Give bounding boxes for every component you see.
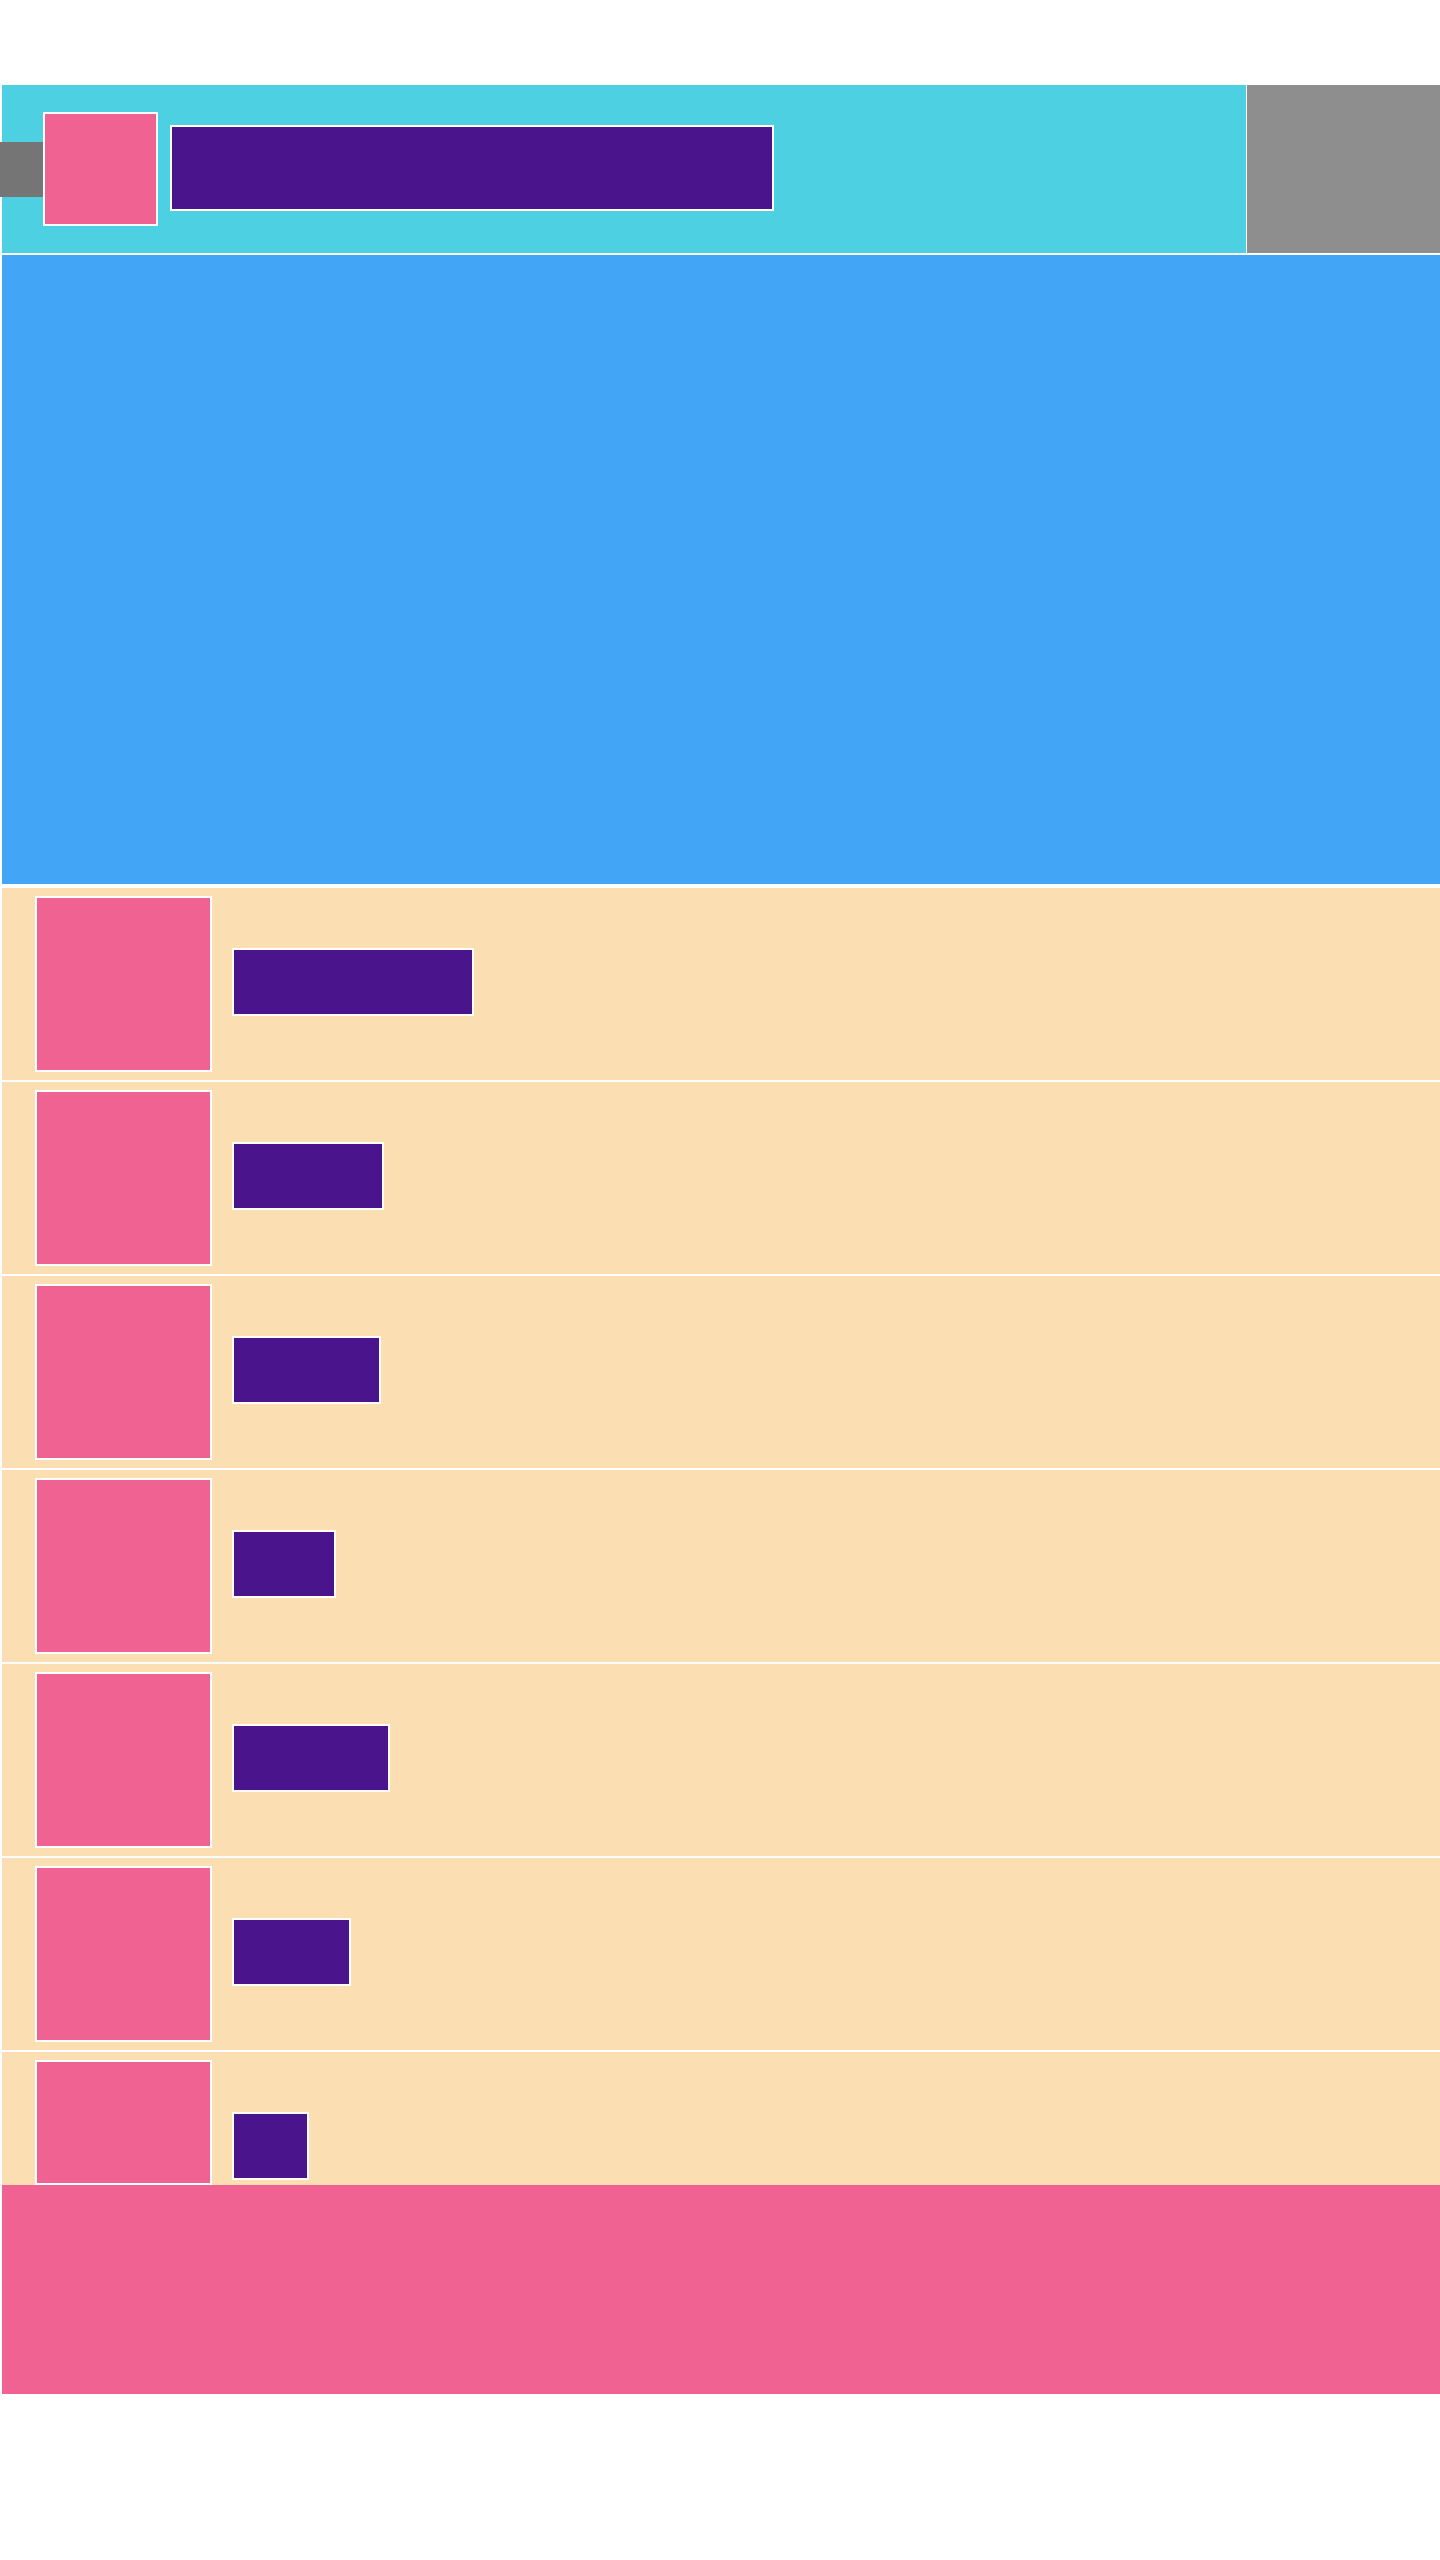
list-item[interactable] — [2, 2052, 1440, 2185]
list-item[interactable] — [2, 1664, 1440, 1856]
list-item-thumbnail — [35, 896, 212, 1072]
list-item-thumbnail — [35, 1866, 212, 2042]
bottom-bar — [2, 2185, 1440, 2394]
list-item-thumbnail — [35, 1672, 212, 1848]
hero-banner — [2, 255, 1440, 884]
list-item-label — [232, 1142, 384, 1210]
app-title — [170, 125, 774, 211]
back-button[interactable] — [0, 142, 43, 197]
list-item[interactable] — [2, 1276, 1440, 1468]
list-item[interactable] — [2, 1082, 1440, 1274]
list-item-label — [232, 1530, 336, 1598]
list-item[interactable] — [2, 888, 1440, 1080]
list-item-label — [232, 1724, 390, 1792]
list-item-thumbnail — [35, 1284, 212, 1460]
list-item-thumbnail — [35, 2060, 212, 2185]
list-item-thumbnail — [35, 1090, 212, 1266]
list-item-label — [232, 1336, 381, 1404]
list-item-label — [232, 2112, 309, 2180]
list-item-label — [232, 948, 474, 1016]
list-item-label — [232, 1918, 351, 1986]
list-item[interactable] — [2, 1470, 1440, 1662]
overflow-menu-area[interactable] — [1247, 85, 1440, 253]
list-item[interactable] — [2, 1858, 1440, 2050]
app-logo — [43, 112, 158, 226]
list-item-thumbnail — [35, 1478, 212, 1654]
